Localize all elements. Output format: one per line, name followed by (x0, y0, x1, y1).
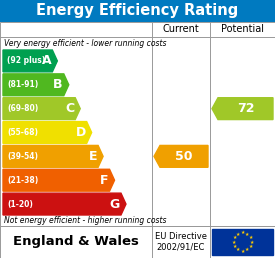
Text: ★: ★ (249, 239, 254, 245)
Text: ★: ★ (240, 230, 245, 235)
Text: ★: ★ (236, 232, 240, 237)
Text: Not energy efficient - higher running costs: Not energy efficient - higher running co… (4, 216, 166, 225)
Text: Energy Efficiency Rating: Energy Efficiency Rating (36, 4, 239, 19)
Polygon shape (3, 122, 92, 143)
Text: G: G (110, 198, 120, 211)
Text: F: F (100, 174, 109, 187)
Text: Current: Current (163, 25, 199, 35)
Text: (81-91): (81-91) (7, 80, 38, 89)
Bar (0, 226, 275, 258)
Text: ★: ★ (245, 232, 249, 237)
Text: B: B (53, 78, 63, 91)
Polygon shape (3, 74, 69, 96)
Text: (39-54): (39-54) (7, 152, 38, 161)
Text: ★: ★ (232, 235, 237, 240)
Text: ★: ★ (240, 249, 245, 254)
Text: (1-20): (1-20) (7, 200, 33, 208)
Text: 72: 72 (237, 102, 254, 115)
Text: England & Wales: England & Wales (13, 236, 139, 248)
Text: ★: ★ (245, 247, 249, 252)
Text: (55-68): (55-68) (7, 128, 38, 137)
Text: (69-80): (69-80) (7, 104, 38, 113)
Bar (0, 22, 275, 226)
Text: C: C (65, 102, 74, 115)
Bar (0, 0, 275, 22)
Text: (21-38): (21-38) (7, 176, 38, 185)
Text: Potential: Potential (221, 25, 264, 35)
Text: ★: ★ (232, 244, 237, 249)
Text: D: D (75, 126, 86, 139)
Polygon shape (3, 146, 103, 167)
Polygon shape (154, 146, 208, 167)
Text: ★: ★ (248, 244, 252, 249)
Text: ★: ★ (248, 235, 252, 240)
Text: EU Directive
2002/91/EC: EU Directive 2002/91/EC (155, 232, 207, 252)
Polygon shape (3, 98, 80, 119)
Bar (0, 226, 275, 258)
Text: 50: 50 (175, 150, 193, 163)
Bar (212, 229, 273, 255)
Text: ★: ★ (231, 239, 236, 245)
Polygon shape (212, 98, 273, 119)
Text: ★: ★ (236, 247, 240, 252)
Polygon shape (3, 169, 115, 191)
Text: A: A (42, 54, 51, 67)
Text: E: E (89, 150, 97, 163)
Polygon shape (3, 50, 57, 72)
Polygon shape (3, 193, 126, 215)
Text: Very energy efficient - lower running costs: Very energy efficient - lower running co… (4, 39, 166, 48)
Text: (92 plus): (92 plus) (7, 57, 45, 66)
